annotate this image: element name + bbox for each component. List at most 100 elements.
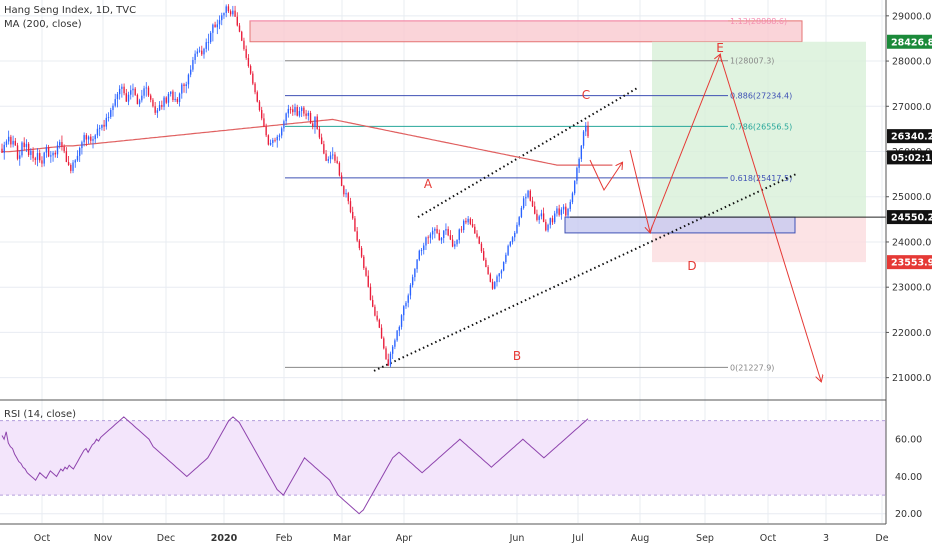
candle xyxy=(540,209,543,220)
candle-body xyxy=(16,145,19,159)
candle xyxy=(403,305,405,321)
candle xyxy=(189,65,192,78)
candle-body xyxy=(254,83,256,93)
candle xyxy=(460,226,463,233)
candle-body xyxy=(143,88,145,96)
candle xyxy=(309,110,312,124)
candle xyxy=(398,325,401,337)
candle-body xyxy=(194,53,196,61)
candle-body xyxy=(318,128,321,138)
candle-body xyxy=(573,180,576,194)
candle-body xyxy=(116,94,119,100)
candle xyxy=(482,247,485,261)
candle xyxy=(372,295,374,308)
rsi-tick-label: 20.00 xyxy=(895,509,922,520)
rsi-line xyxy=(1,416,589,515)
candle xyxy=(385,346,387,360)
fib-levels: 1.13(28888.6) 1(28007.3) 0.886(27234.4) 0.7… xyxy=(250,17,792,372)
candle-body xyxy=(418,250,420,260)
candle-body xyxy=(94,135,96,140)
candle xyxy=(316,114,318,130)
candle xyxy=(19,150,21,166)
candle-body xyxy=(201,50,203,55)
candle-body xyxy=(391,346,394,354)
candle xyxy=(98,124,101,137)
candle-body xyxy=(467,218,469,223)
candle-body xyxy=(192,60,194,70)
candle xyxy=(456,239,458,247)
candle xyxy=(16,142,19,161)
candle xyxy=(416,259,418,273)
candle xyxy=(79,146,81,163)
candle xyxy=(287,104,290,118)
candle xyxy=(185,81,187,94)
candle-body xyxy=(92,139,94,141)
time-tick-label: Mar xyxy=(333,533,351,544)
candle-body xyxy=(198,50,201,52)
candle xyxy=(445,223,447,235)
candle-body xyxy=(376,315,378,320)
candle-body xyxy=(134,88,136,95)
candle-body xyxy=(556,208,558,214)
candle-body xyxy=(172,91,174,100)
candle-body xyxy=(125,93,127,102)
candle-body xyxy=(522,198,525,208)
candle-body xyxy=(138,100,141,105)
candle xyxy=(176,97,179,104)
candle xyxy=(143,85,145,99)
candle-body xyxy=(525,197,527,199)
time-tick-label: Apr xyxy=(396,533,413,544)
candle-body xyxy=(256,92,258,102)
candle xyxy=(571,191,574,205)
time-tick-label: Oct xyxy=(34,533,51,544)
candle xyxy=(296,104,298,117)
candle xyxy=(529,189,531,202)
rsi-legend: RSI (14, close) xyxy=(4,409,77,420)
candle-body xyxy=(227,6,230,12)
candle-body xyxy=(463,220,465,230)
candle-body xyxy=(420,250,423,251)
candle-body xyxy=(25,143,28,148)
candle xyxy=(212,23,214,42)
candle xyxy=(578,157,580,173)
candle-body xyxy=(280,128,283,136)
candle xyxy=(429,232,432,244)
candle-body xyxy=(567,208,569,216)
candle-body xyxy=(383,338,385,349)
candle-body xyxy=(181,84,183,94)
candle-body xyxy=(56,145,59,155)
candle-body xyxy=(511,237,514,242)
candle-body xyxy=(398,326,401,331)
candle xyxy=(225,4,227,18)
candle-body xyxy=(443,230,445,238)
candle xyxy=(252,71,254,86)
candle xyxy=(14,137,17,146)
candle-body xyxy=(236,16,238,26)
candle-body xyxy=(167,93,170,103)
candle-body xyxy=(212,24,214,33)
candle-body xyxy=(538,216,540,220)
candle xyxy=(132,83,134,98)
candle-body xyxy=(554,213,556,223)
candle-body xyxy=(252,73,254,84)
wave-label-c: C xyxy=(582,88,590,102)
candle xyxy=(52,150,54,162)
candle xyxy=(463,219,465,233)
candle xyxy=(378,318,381,329)
candle-body xyxy=(209,32,212,43)
candle-body xyxy=(469,218,472,225)
candle xyxy=(94,133,96,144)
candle xyxy=(576,166,578,185)
candle-body xyxy=(458,229,460,240)
candle xyxy=(383,336,385,350)
candle xyxy=(565,203,567,217)
candle-body xyxy=(429,234,432,238)
candle-body xyxy=(476,233,478,237)
candle xyxy=(221,12,223,26)
candle xyxy=(425,236,427,250)
candle xyxy=(547,223,549,233)
candle xyxy=(76,150,79,162)
time-axis: Oct Nov Dec 2020 Feb Mar Apr Jun Jul Aug Sep Oct 3 De xyxy=(0,523,932,550)
candle xyxy=(358,239,361,251)
candle xyxy=(549,217,551,229)
